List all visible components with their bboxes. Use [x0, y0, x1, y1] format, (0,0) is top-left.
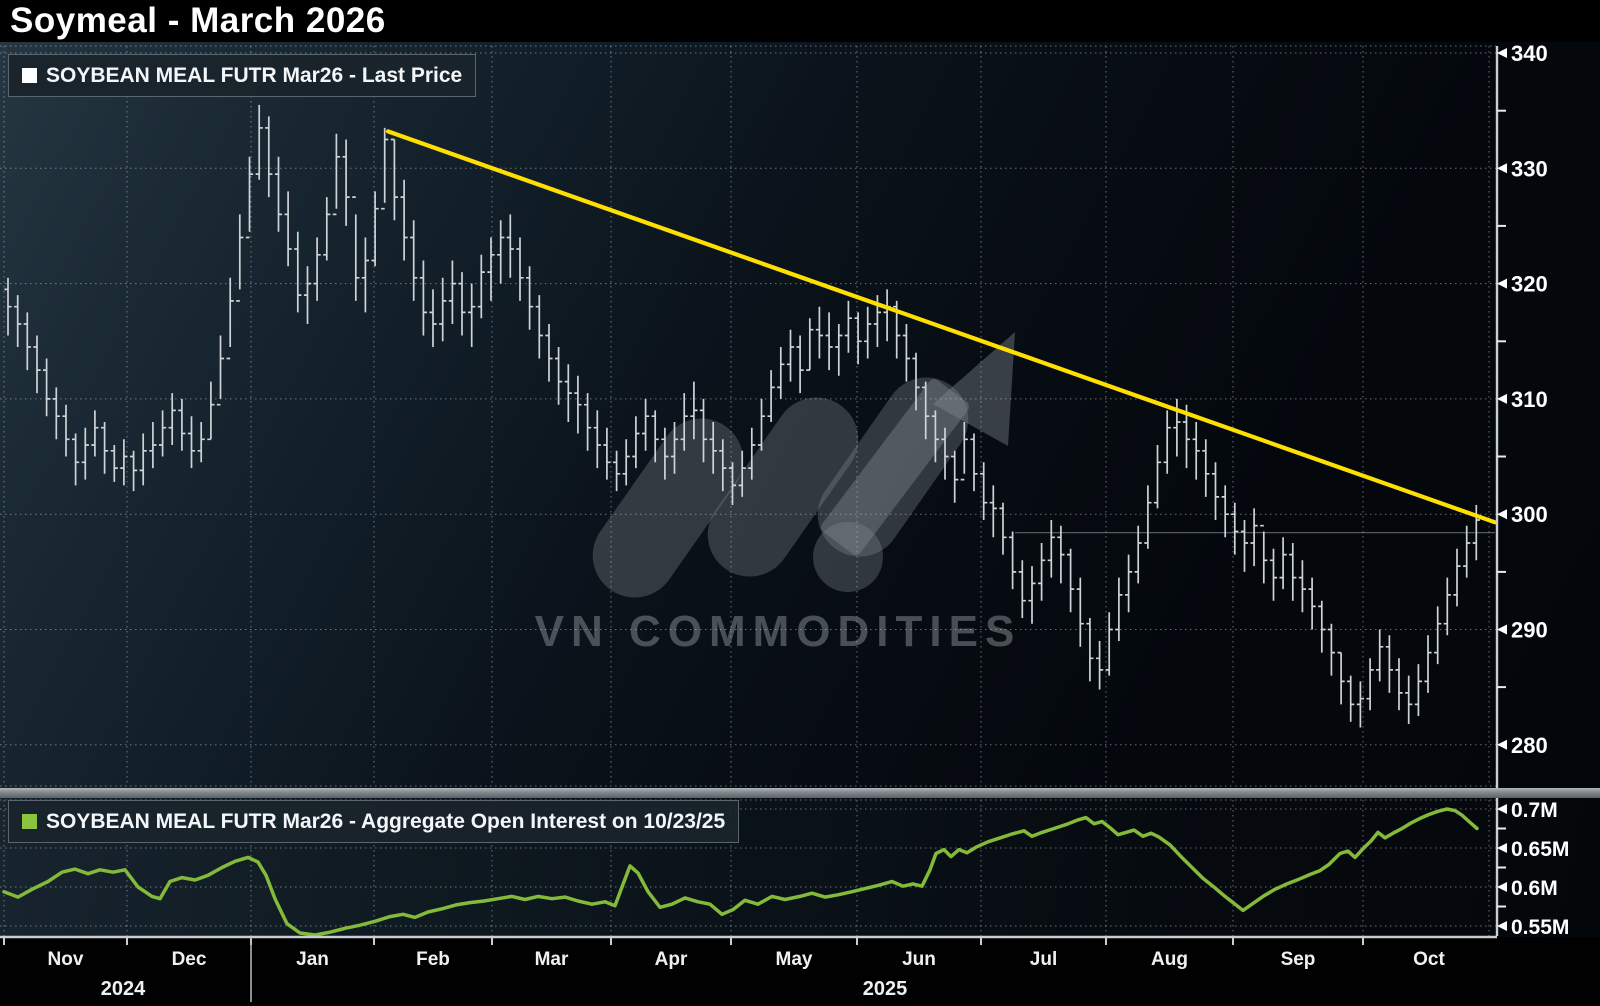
price-tick-label: 280: [1511, 733, 1548, 758]
page-title: Soymeal - March 2026: [10, 1, 386, 40]
price-legend-marker-icon: [22, 68, 37, 83]
watermark-text: VN COMMODITIES: [535, 607, 1022, 656]
watermark-slash-icon: [817, 377, 969, 557]
month-label: Nov: [48, 949, 84, 970]
watermark-arrow-head-icon: [933, 332, 1015, 446]
downtrend-line[interactable]: [385, 129, 1498, 525]
open-interest-legend-label: SOYBEAN MEAL FUTR Mar26 - Aggregate Open…: [46, 809, 726, 833]
panel-divider[interactable]: [0, 788, 1600, 798]
open-interest-line[interactable]: [2, 807, 1479, 937]
watermark-dot-icon: [813, 522, 883, 592]
price-tick-label: 300: [1511, 502, 1548, 527]
watermark-slash-icon: [592, 418, 744, 598]
month-label: Mar: [535, 949, 569, 970]
watermark-arrow-shaft-icon: [821, 379, 969, 555]
price-tick-label: 330: [1511, 156, 1548, 181]
open-interest-legend[interactable]: SOYBEAN MEAL FUTR Mar26 - Aggregate Open…: [8, 800, 740, 843]
month-label: Sep: [1281, 949, 1316, 970]
month-label: Jan: [296, 949, 329, 970]
month-label: Jun: [902, 949, 936, 970]
price-tick-label: 340: [1511, 41, 1548, 66]
price-ohlc-bars[interactable]: [4, 104, 1480, 728]
month-label: Feb: [416, 949, 450, 970]
price-axis[interactable]: 340 330 320 310 300 290 280: [1495, 41, 1548, 936]
time-axis-strip: [0, 937, 1600, 1006]
month-label: Jul: [1030, 949, 1057, 970]
title-bar: Soymeal - March 2026: [0, 0, 1600, 42]
price-legend[interactable]: SOYBEAN MEAL FUTR Mar26 - Last Price: [8, 54, 477, 97]
open-interest-tick-label: 0.7M: [1511, 799, 1558, 822]
price-tick-label: 310: [1511, 387, 1548, 412]
month-label: Oct: [1413, 949, 1445, 970]
year-label: 2025: [863, 978, 908, 1000]
price-panel: [0, 42, 1600, 788]
price-legend-label: SOYBEAN MEAL FUTR Mar26 - Last Price: [46, 63, 463, 87]
month-label: Aug: [1151, 949, 1188, 970]
open-interest-tick-label: 0.6M: [1511, 877, 1558, 900]
month-label: May: [776, 949, 813, 970]
watermark-slash-icon: [707, 397, 859, 577]
price-tick-label: 290: [1511, 618, 1548, 643]
time-axis[interactable]: Nov Dec Jan Feb Mar Apr May Jun Jul Aug Sep Oct 2024…: [0, 935, 1497, 1002]
gridlines: [0, 45, 1497, 936]
open-interest-legend-marker-icon: [22, 814, 37, 829]
open-interest-axis[interactable]: 0.7M 0.65M 0.6M 0.55M: [1497, 799, 1569, 939]
price-tick-label: 320: [1511, 272, 1548, 297]
watermark: VN COMMODITIES: [535, 332, 1022, 656]
year-label: 2024: [101, 978, 146, 1000]
open-interest-tick-label: 0.55M: [1511, 916, 1569, 939]
month-label: Dec: [172, 949, 207, 970]
open-interest-tick-label: 0.65M: [1511, 838, 1569, 861]
month-label: Apr: [655, 949, 688, 970]
